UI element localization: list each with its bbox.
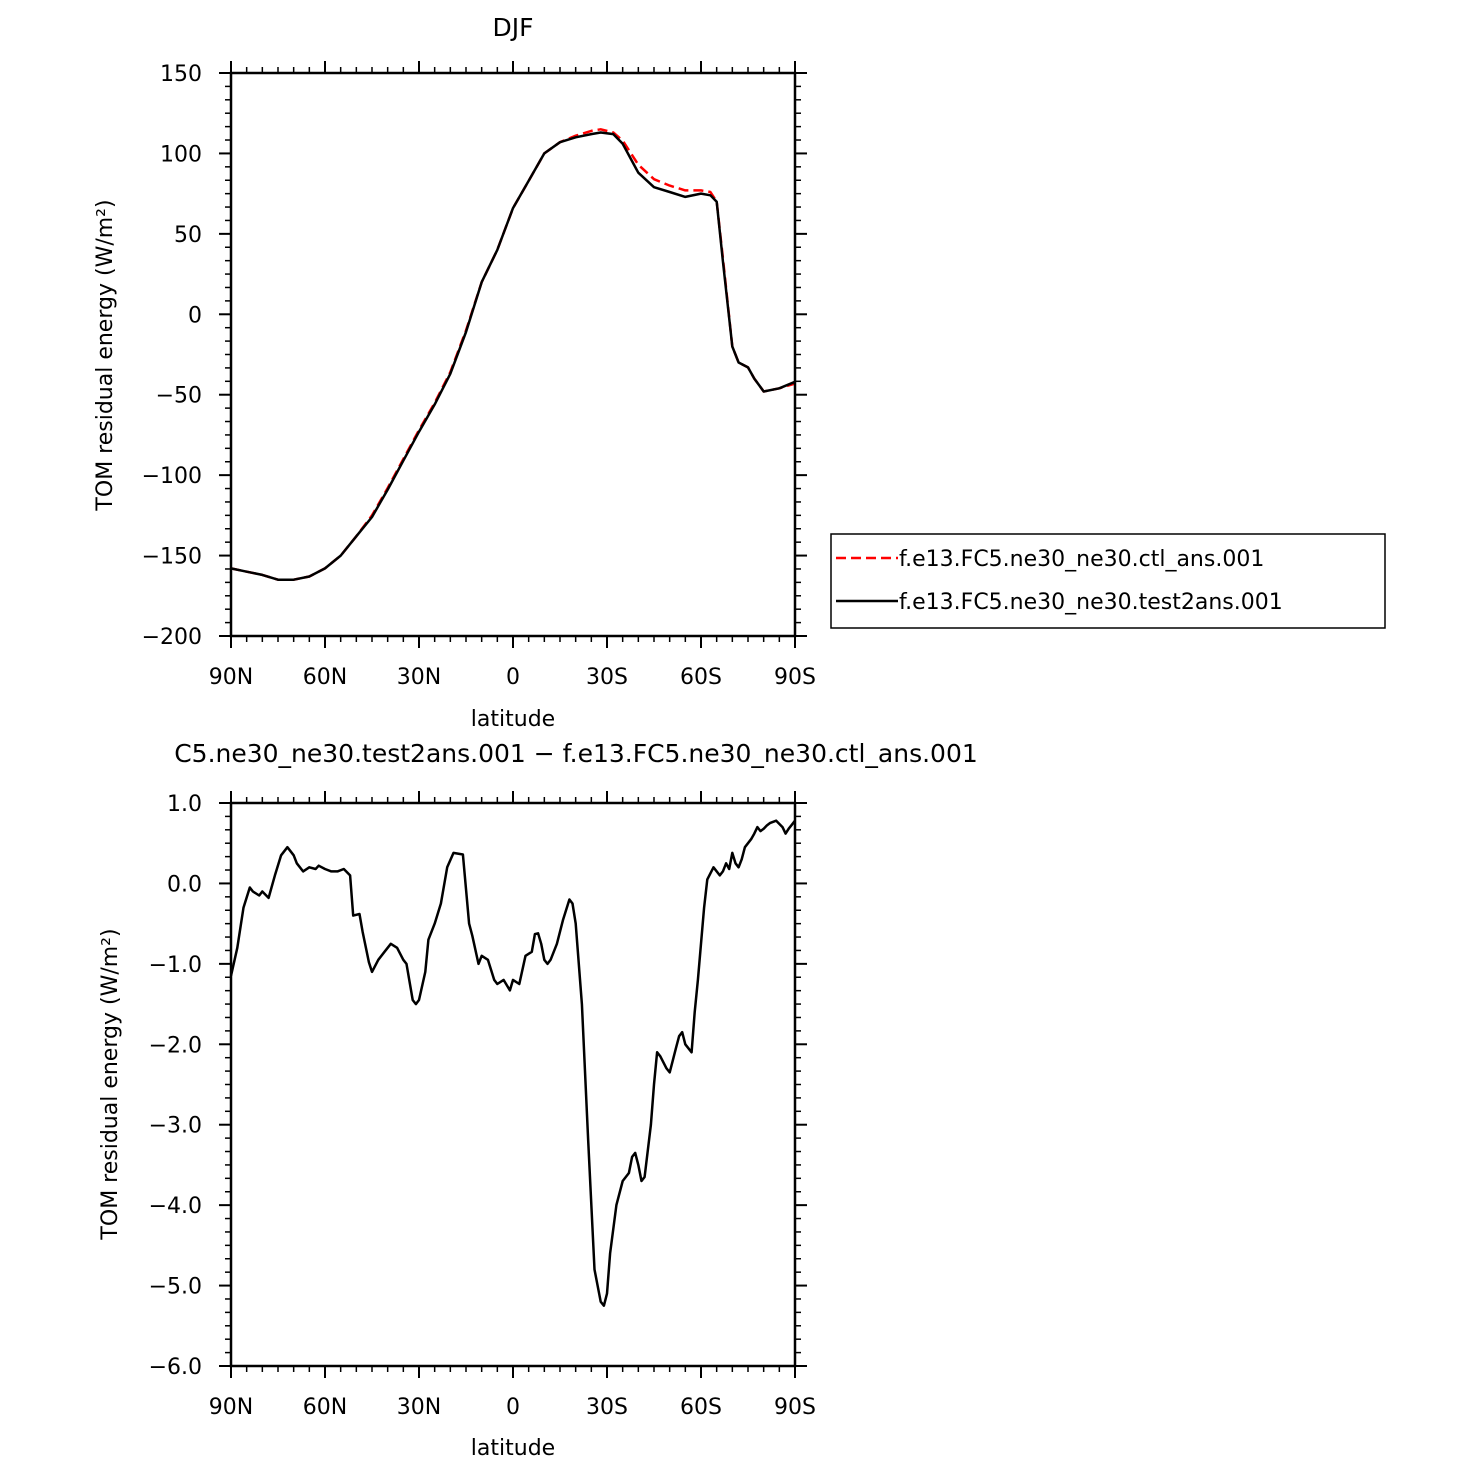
y-tick-label: 0	[188, 303, 202, 328]
chart-title: C5.ne30_ne30.test2ans.001 − f.e13.FC5.ne…	[174, 739, 978, 768]
plot-frame	[229, 71, 797, 638]
plot-frame	[229, 801, 797, 1368]
y-tick-label: −50	[156, 384, 202, 409]
y-tick-label: −200	[142, 625, 202, 650]
chart-title: DJF	[492, 13, 533, 42]
y-axis-title: TOM residual energy (W/m²)	[93, 199, 118, 511]
x-tick-label: 90N	[209, 1395, 253, 1420]
x-tick-label: 60N	[303, 1395, 347, 1420]
x-tick-label: 0	[506, 1395, 520, 1420]
y-tick-label: 100	[160, 142, 202, 167]
series-line-2	[230, 131, 796, 581]
y-tick-label: −6.0	[149, 1355, 202, 1380]
x-tick-label: 90N	[209, 665, 253, 690]
legend-label-test: f.e13.FC5.ne30_ne30.test2ans.001	[899, 590, 1283, 615]
y-tick-label: 1.0	[167, 792, 202, 817]
y-tick-label: −3.0	[149, 1114, 202, 1139]
y-tick-label: −2.0	[149, 1033, 202, 1058]
legend-label-ctl: f.e13.FC5.ne30_ne30.ctl_ans.001	[899, 547, 1264, 572]
y-tick-label: −4.0	[149, 1194, 202, 1219]
x-tick-label: 30S	[586, 1395, 628, 1420]
y-tick-label: 150	[160, 62, 202, 87]
chart-top-panel: DJF TOM residual energy (W/m²) latitude …	[93, 13, 816, 732]
x-tick-label: 30S	[586, 665, 628, 690]
x-tick-label: 0	[506, 665, 520, 690]
x-axis-title: latitude	[471, 707, 555, 732]
x-tick-label: 30N	[397, 1395, 441, 1420]
y-tick-label: −1.0	[149, 953, 202, 978]
y-axis-title: TOM residual energy (W/m²)	[98, 928, 123, 1240]
y-tick-label: 0.0	[167, 872, 202, 897]
x-tick-label: 90S	[774, 1395, 816, 1420]
y-tick-label: 50	[174, 223, 202, 248]
x-tick-label: 60S	[680, 1395, 722, 1420]
legend: f.e13.FC5.ne30_ne30.ctl_ans.001 f.e13.FC…	[830, 533, 1386, 629]
y-tick-label: −5.0	[149, 1275, 202, 1300]
x-tick-label: 30N	[397, 665, 441, 690]
x-tick-label: 60S	[680, 665, 722, 690]
legend-box	[830, 533, 1386, 629]
y-tick-label: −150	[142, 545, 202, 570]
svg-text:TOM residual energy (W/m²): TOM residual energy (W/m²)	[93, 199, 118, 511]
series-line-1	[229, 819, 796, 1307]
y-tick-label: −100	[142, 464, 202, 489]
x-axis-title: latitude	[471, 1436, 555, 1461]
svg-text:TOM residual energy (W/m²): TOM residual energy (W/m²)	[98, 928, 123, 1240]
x-tick-label: 90S	[774, 665, 816, 690]
chart-bottom-panel: C5.ne30_ne30.test2ans.001 − f.e13.FC5.ne…	[98, 739, 978, 1461]
x-tick-label: 60N	[303, 665, 347, 690]
